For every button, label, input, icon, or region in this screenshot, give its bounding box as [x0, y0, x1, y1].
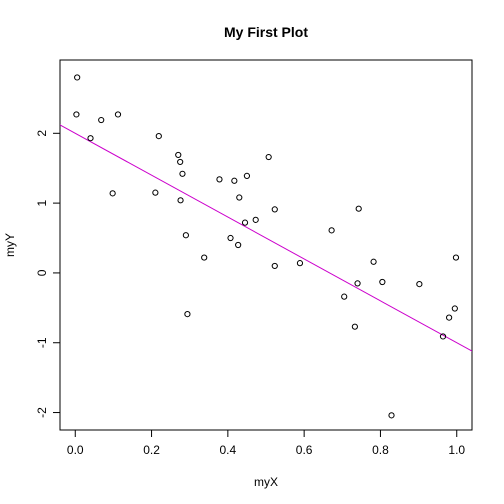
regression-line	[60, 124, 472, 352]
data-point	[243, 172, 251, 179]
data-point	[241, 219, 249, 226]
x-tick-label: 0.2	[143, 443, 160, 457]
data-point	[439, 333, 447, 340]
data-points	[73, 74, 460, 419]
chart-title: My First Plot	[224, 24, 308, 40]
data-point	[355, 205, 362, 212]
x-tick-label: 0.8	[372, 443, 389, 457]
data-point	[114, 111, 122, 118]
x-axis: 0.0 0.2 0.4 0.6 0.8 1.0	[67, 429, 465, 457]
plot-frame	[59, 59, 473, 431]
data-point	[216, 176, 223, 183]
y-tick-label: 2	[35, 130, 49, 137]
data-point	[296, 260, 304, 267]
y-tick-label: -1	[35, 337, 49, 348]
x-tick-label: 1.0	[448, 443, 465, 457]
data-point	[73, 111, 80, 118]
data-point	[152, 189, 159, 196]
data-point	[231, 177, 238, 184]
data-point	[451, 305, 458, 312]
data-point	[265, 153, 272, 161]
data-point	[370, 258, 377, 265]
data-point	[416, 280, 423, 288]
data-point	[351, 323, 358, 330]
x-tick-label: 0.6	[296, 443, 313, 457]
data-point	[179, 170, 186, 177]
data-point	[271, 206, 278, 213]
data-point	[201, 254, 208, 261]
data-point	[328, 227, 335, 234]
data-point	[236, 194, 243, 201]
y-tick-label: 0	[35, 269, 49, 276]
data-point	[155, 132, 162, 140]
data-point	[252, 216, 259, 223]
data-point	[354, 280, 361, 287]
y-tick-label: 1	[35, 199, 49, 206]
data-point	[271, 262, 278, 270]
data-point	[452, 254, 460, 261]
x-tick-label: 0.4	[220, 443, 237, 457]
data-point	[177, 197, 184, 204]
data-point	[446, 314, 453, 321]
x-tick-label: 0.0	[67, 443, 84, 457]
y-axis: -2 -1 0 1 2	[35, 130, 61, 418]
data-point	[175, 151, 182, 159]
data-point	[341, 293, 348, 300]
data-point	[98, 116, 105, 124]
data-point	[379, 278, 386, 286]
y-axis-title: myY	[3, 233, 17, 257]
data-point	[177, 158, 184, 166]
data-point	[87, 135, 94, 142]
data-point	[227, 234, 234, 242]
data-point	[74, 74, 81, 81]
data-point	[182, 232, 189, 239]
data-point	[235, 241, 242, 249]
data-point	[184, 311, 191, 318]
data-point	[388, 412, 395, 419]
y-tick-label: -2	[35, 407, 49, 418]
x-axis-title: myX	[254, 475, 278, 489]
data-point	[109, 190, 116, 197]
